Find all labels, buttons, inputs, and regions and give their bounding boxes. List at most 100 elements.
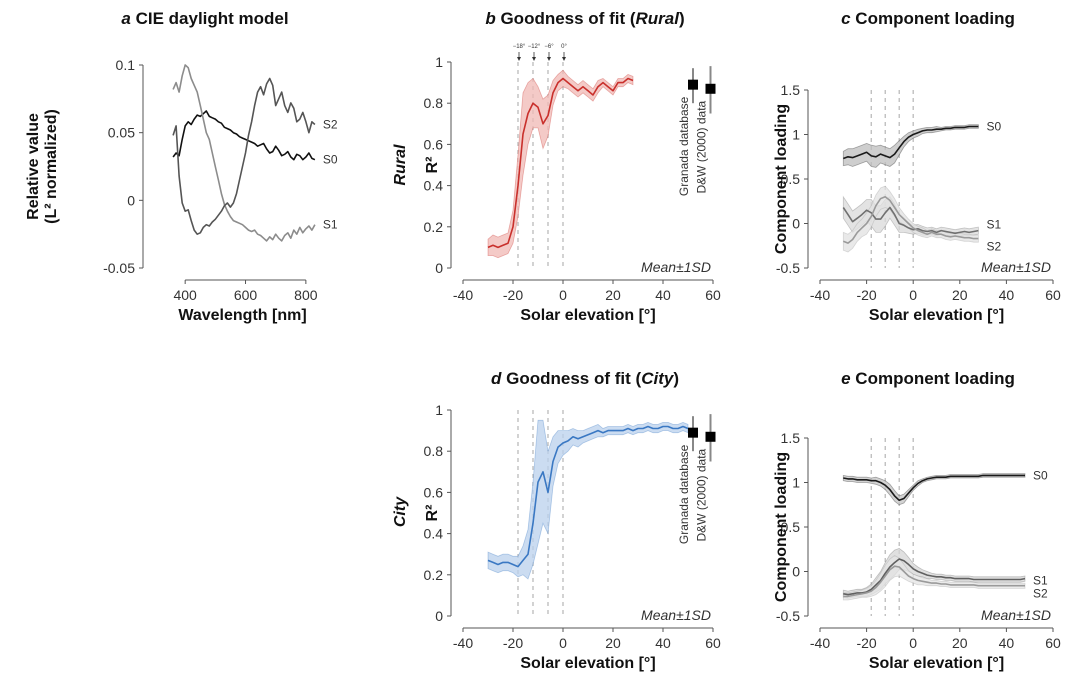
y-axis-label: R² — [424, 505, 441, 522]
x-tick-label: -20 — [503, 635, 523, 651]
sd-band-S2 — [842, 185, 979, 253]
x-tick-label: 60 — [1045, 287, 1061, 303]
series-label: S2 — [1033, 587, 1048, 601]
y-tick-label: 0 — [792, 216, 800, 232]
panel-letter: b — [485, 9, 495, 28]
series-line-S2 — [172, 77, 316, 235]
panel-title-text: Component loading — [851, 9, 1015, 28]
x-axis-label: Wavelength [nm] — [178, 307, 306, 324]
reference-label: D&W (2000) data — [695, 100, 709, 193]
x-tick-label: -40 — [810, 635, 830, 651]
x-tick-label: 400 — [173, 287, 197, 303]
series-line-S0 — [843, 474, 1025, 502]
panel-title: d Goodness of fit (City) — [491, 369, 679, 388]
twilight-arrowhead — [532, 57, 536, 61]
series-line-S2 — [843, 196, 979, 244]
x-tick-label: 40 — [999, 635, 1015, 651]
panel-title: b Goodness of fit (Rural) — [485, 9, 684, 28]
panel-title-em: City — [641, 369, 675, 388]
twilight-label: −12° — [528, 44, 541, 50]
series-line-S2 — [843, 565, 1025, 598]
x-tick-label: 0 — [559, 287, 567, 303]
twilight-arrowhead — [517, 57, 521, 61]
x-tick-label: 20 — [605, 635, 621, 651]
y-tick-label: 0.4 — [424, 526, 444, 542]
x-tick-label: 60 — [1045, 635, 1061, 651]
x-tick-label: -20 — [856, 635, 876, 651]
x-tick-label: 40 — [655, 287, 671, 303]
x-tick-label: 600 — [234, 287, 258, 303]
y-tick-label: -0.5 — [776, 260, 800, 276]
y-tick-label: 1.5 — [781, 430, 801, 446]
sd-band-r2 — [487, 69, 634, 259]
x-tick-label: 20 — [952, 287, 968, 303]
series-line-S0 — [172, 110, 316, 161]
row-label: Rural — [392, 144, 409, 185]
sd-annotation: Mean±1SD — [641, 259, 711, 275]
y-tick-label: 1 — [792, 475, 800, 491]
series-label: S1 — [986, 218, 1001, 232]
reference-label: D&W (2000) data — [695, 448, 709, 541]
y-tick-label: -0.5 — [776, 608, 800, 624]
panel-e: e Component loading -40 -20 0 20 40 60 -0.5 0 0.5… — [773, 369, 1061, 672]
series-label: S0 — [986, 119, 1001, 133]
twilight-arrowhead — [562, 57, 566, 61]
panel-title-post: ) — [673, 369, 679, 388]
x-tick-label: 20 — [952, 635, 968, 651]
y-axis-label: Relative value — [25, 113, 42, 220]
sd-annotation: Mean±1SD — [981, 607, 1051, 623]
panel-b: b Goodness of fit (Rural)Rural-40 -20 0 20 4… — [392, 9, 721, 324]
series-label: S2 — [986, 240, 1001, 254]
y-axis-label-units: (L² normalized) — [43, 109, 60, 224]
series-line-S1 — [842, 206, 979, 235]
series-line-S0 — [843, 125, 979, 160]
panel-d: d Goodness of fit (City)City-40 -20 0 20 40 6… — [392, 369, 721, 672]
y-tick-label: 0.5 — [781, 519, 801, 535]
reference-label: Granada database — [677, 444, 691, 544]
x-tick-label: 40 — [999, 287, 1015, 303]
series-label: S1 — [323, 218, 338, 232]
x-tick-label: 60 — [705, 287, 721, 303]
sd-annotation: Mean±1SD — [981, 259, 1051, 275]
x-tick-label: 0 — [909, 635, 917, 651]
panel-title-pre: Goodness of fit ( — [496, 9, 636, 28]
x-tick-label: 0 — [909, 287, 917, 303]
series-line-S1 — [843, 558, 1026, 596]
y-tick-label: 0 — [435, 608, 443, 624]
twilight-label: −6° — [544, 44, 554, 50]
y-tick-label: 0 — [127, 192, 135, 208]
y-tick-label: 0.4 — [424, 178, 444, 194]
y-tick-label: -0.05 — [103, 260, 135, 276]
y-tick-label: 0.1 — [116, 57, 136, 73]
sd-band-S2 — [842, 555, 1026, 601]
y-axis-label: R² — [424, 157, 441, 174]
panel-title-post: ) — [679, 9, 685, 28]
sd-band-S0 — [842, 124, 979, 168]
series-line-S1 — [172, 64, 316, 242]
y-tick-label: 0.05 — [108, 125, 135, 141]
panel-letter: a — [121, 9, 130, 28]
x-axis-label: Solar elevation [°] — [520, 655, 655, 672]
y-axis-label: Component loading — [773, 452, 790, 602]
reference-label: Granada database — [677, 96, 691, 196]
y-axis-label: Component loading — [773, 104, 790, 254]
series-label: S2 — [323, 118, 338, 132]
twilight-label: −18° — [513, 44, 526, 50]
x-tick-label: 40 — [655, 635, 671, 651]
y-tick-label: 0.6 — [424, 484, 444, 500]
twilight-arrowhead — [547, 57, 551, 61]
y-tick-label: 1 — [792, 127, 800, 143]
y-tick-label: 0.6 — [424, 136, 444, 152]
y-tick-label: 0.2 — [424, 219, 444, 235]
series-label: S0 — [323, 153, 338, 167]
panel-title-em: Rural — [636, 9, 681, 28]
x-tick-label: -20 — [856, 287, 876, 303]
panel-title: c Component loading — [841, 9, 1015, 28]
reference-marker — [688, 79, 698, 90]
panel-title-pre: Goodness of fit ( — [501, 369, 641, 388]
row-label: City — [392, 496, 409, 527]
reference-marker — [705, 431, 716, 442]
panel-title: e Component loading — [841, 369, 1015, 388]
y-tick-label: 0.5 — [781, 171, 801, 187]
